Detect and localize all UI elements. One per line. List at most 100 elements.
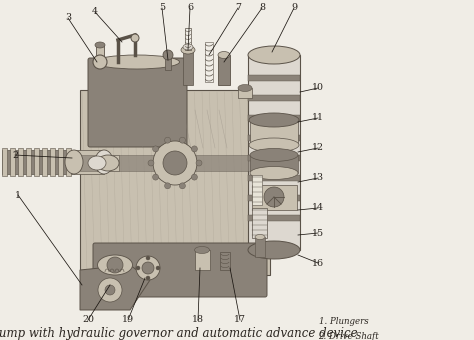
Bar bbox=[238, 88, 252, 98]
Bar bbox=[248, 215, 300, 221]
Circle shape bbox=[164, 183, 171, 189]
Bar bbox=[248, 195, 300, 201]
Ellipse shape bbox=[98, 255, 133, 275]
Text: 13: 13 bbox=[312, 173, 324, 183]
Text: 1: 1 bbox=[15, 190, 21, 200]
Circle shape bbox=[153, 141, 197, 185]
Bar bbox=[248, 175, 300, 181]
Circle shape bbox=[136, 256, 160, 280]
Circle shape bbox=[131, 34, 139, 42]
Circle shape bbox=[153, 146, 159, 152]
Bar bbox=[248, 115, 300, 121]
Bar bbox=[50, 148, 55, 176]
Bar bbox=[2, 150, 74, 174]
Text: 10: 10 bbox=[312, 84, 324, 92]
Text: 12: 12 bbox=[312, 143, 324, 153]
Text: 4: 4 bbox=[92, 7, 98, 17]
Text: 7: 7 bbox=[235, 3, 241, 13]
Bar bbox=[252, 208, 267, 238]
Ellipse shape bbox=[95, 42, 105, 48]
Ellipse shape bbox=[250, 167, 298, 180]
Bar bbox=[26, 148, 31, 176]
Bar bbox=[185, 28, 191, 50]
Bar bbox=[165, 55, 171, 70]
Bar bbox=[58, 148, 63, 176]
Circle shape bbox=[142, 262, 154, 274]
Ellipse shape bbox=[218, 51, 230, 58]
Bar bbox=[183, 50, 193, 85]
Bar bbox=[97, 155, 119, 171]
Bar bbox=[248, 75, 300, 81]
Ellipse shape bbox=[88, 156, 106, 170]
Text: 2: 2 bbox=[12, 151, 18, 159]
Circle shape bbox=[146, 256, 150, 260]
Bar bbox=[252, 185, 297, 210]
Circle shape bbox=[164, 137, 171, 143]
Ellipse shape bbox=[248, 241, 300, 259]
Polygon shape bbox=[80, 265, 150, 310]
Bar bbox=[96, 45, 104, 63]
Circle shape bbox=[107, 257, 123, 273]
Bar bbox=[248, 155, 300, 161]
Circle shape bbox=[191, 146, 197, 152]
Text: 9: 9 bbox=[291, 3, 297, 13]
Bar bbox=[34, 148, 39, 176]
Bar bbox=[250, 120, 298, 145]
Circle shape bbox=[163, 151, 187, 175]
Text: 3: 3 bbox=[65, 14, 71, 22]
Circle shape bbox=[180, 183, 185, 189]
FancyBboxPatch shape bbox=[88, 58, 187, 147]
Ellipse shape bbox=[249, 113, 299, 127]
Bar bbox=[10, 148, 15, 176]
Ellipse shape bbox=[97, 155, 119, 171]
Bar bbox=[74, 150, 104, 174]
Ellipse shape bbox=[94, 55, 180, 69]
Text: 20: 20 bbox=[82, 316, 94, 324]
Ellipse shape bbox=[238, 85, 252, 91]
Circle shape bbox=[136, 266, 140, 270]
Ellipse shape bbox=[181, 46, 195, 54]
Circle shape bbox=[98, 278, 122, 302]
Text: 5: 5 bbox=[159, 3, 165, 13]
Ellipse shape bbox=[183, 44, 193, 50]
Ellipse shape bbox=[249, 138, 299, 152]
Circle shape bbox=[196, 160, 202, 166]
Ellipse shape bbox=[255, 235, 265, 239]
Circle shape bbox=[146, 276, 150, 280]
Bar bbox=[195, 250, 210, 270]
Ellipse shape bbox=[65, 150, 83, 174]
Circle shape bbox=[105, 285, 115, 295]
Text: DPA pump with hydraulic governor and automatic advance device: DPA pump with hydraulic governor and aut… bbox=[0, 326, 357, 340]
Text: 16: 16 bbox=[312, 258, 324, 268]
Bar bbox=[248, 95, 300, 101]
Bar bbox=[2, 2, 310, 272]
Bar bbox=[248, 55, 300, 250]
Ellipse shape bbox=[95, 150, 113, 174]
Text: 2. Drive Shaft: 2. Drive Shaft bbox=[319, 332, 379, 340]
Bar bbox=[205, 42, 213, 82]
Text: 15: 15 bbox=[312, 228, 324, 238]
Circle shape bbox=[156, 266, 160, 270]
Bar bbox=[248, 135, 300, 141]
Bar bbox=[80, 155, 250, 171]
Text: 14: 14 bbox=[312, 204, 324, 212]
Bar bbox=[42, 148, 47, 176]
Circle shape bbox=[93, 55, 107, 69]
Circle shape bbox=[153, 174, 159, 180]
Circle shape bbox=[191, 174, 197, 180]
Bar bbox=[80, 90, 270, 275]
Bar bbox=[66, 148, 71, 176]
Ellipse shape bbox=[194, 246, 210, 254]
FancyBboxPatch shape bbox=[93, 243, 267, 297]
Bar bbox=[252, 175, 262, 205]
Bar bbox=[220, 252, 230, 270]
Circle shape bbox=[180, 137, 185, 143]
Circle shape bbox=[163, 50, 173, 60]
Text: 11: 11 bbox=[312, 114, 324, 122]
Text: 8: 8 bbox=[259, 3, 265, 13]
Text: 6: 6 bbox=[187, 3, 193, 13]
Text: 1. Plungers: 1. Plungers bbox=[319, 317, 368, 326]
Bar bbox=[255, 237, 265, 257]
Bar bbox=[18, 148, 23, 176]
Ellipse shape bbox=[250, 149, 298, 162]
